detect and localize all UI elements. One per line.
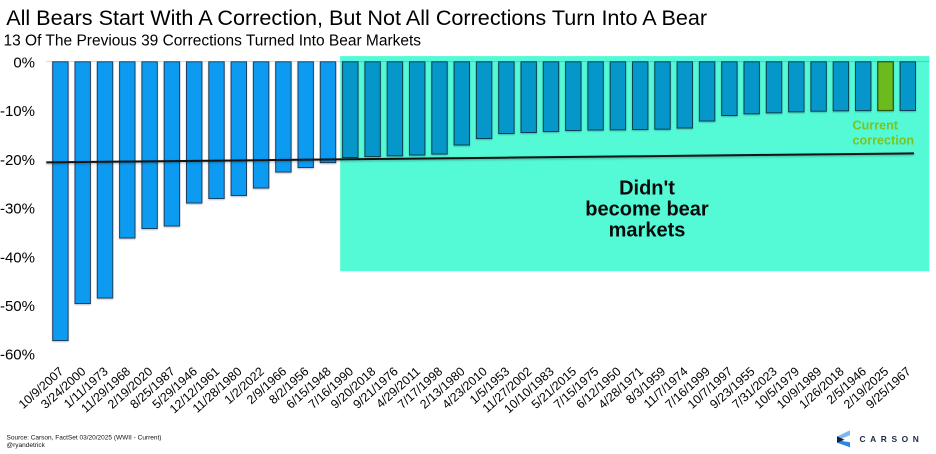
svg-text:-50%: -50% [0,298,35,315]
svg-text:become bear: become bear [585,198,709,220]
svg-text:Didn't: Didn't [619,178,675,200]
svg-text:-20%: -20% [0,152,35,169]
svg-text:-10%: -10% [0,103,35,120]
svg-text:-40%: -40% [0,249,35,266]
svg-text:@ryandetrick: @ryandetrick [7,442,46,449]
svg-text:markets: markets [609,219,686,241]
svg-text:All Bears Start With A Correct: All Bears Start With A Correction, But N… [6,5,707,30]
svg-text:Current: Current [853,119,899,133]
svg-text:correction: correction [853,134,915,148]
svg-text:0%: 0% [13,55,35,72]
svg-text:13 Of The Previous 39 Correcti: 13 Of The Previous 39 Corrections Turned… [4,33,422,50]
svg-text:CARSON: CARSON [860,434,924,444]
svg-text:-30%: -30% [0,201,35,218]
svg-text:-60%: -60% [0,347,35,364]
svg-text:Source: Carson, FactSet 03/20/: Source: Carson, FactSet 03/20/2025 (WWII… [7,435,162,442]
